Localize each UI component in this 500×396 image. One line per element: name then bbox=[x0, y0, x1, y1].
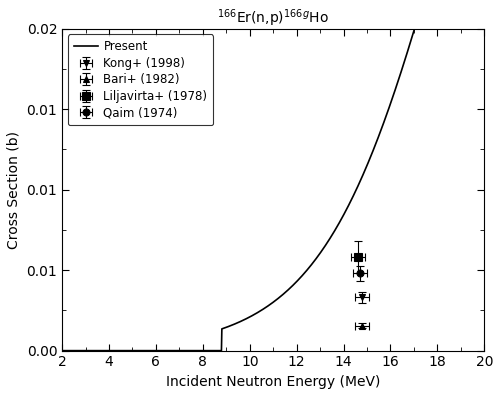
Y-axis label: Cross Section (b): Cross Section (b) bbox=[7, 131, 21, 249]
Legend: Present, Kong+ (1998), Bari+ (1982), Liljavirta+ (1978), Qaim (1974): Present, Kong+ (1998), Bari+ (1982), Lil… bbox=[68, 34, 214, 126]
Present bbox=[349, 196, 355, 201]
Title: $^{166}$Er(n,p)$^{166g}$Ho: $^{166}$Er(n,p)$^{166g}$Ho bbox=[218, 7, 329, 29]
Line: Present: Present bbox=[62, 0, 484, 350]
Present bbox=[59, 348, 65, 353]
X-axis label: Incident Neutron Energy (MeV): Incident Neutron Energy (MeV) bbox=[166, 375, 380, 389]
Present bbox=[388, 99, 394, 103]
Present bbox=[396, 76, 402, 81]
Present bbox=[102, 348, 108, 353]
Present bbox=[245, 316, 251, 320]
Present bbox=[230, 322, 236, 327]
